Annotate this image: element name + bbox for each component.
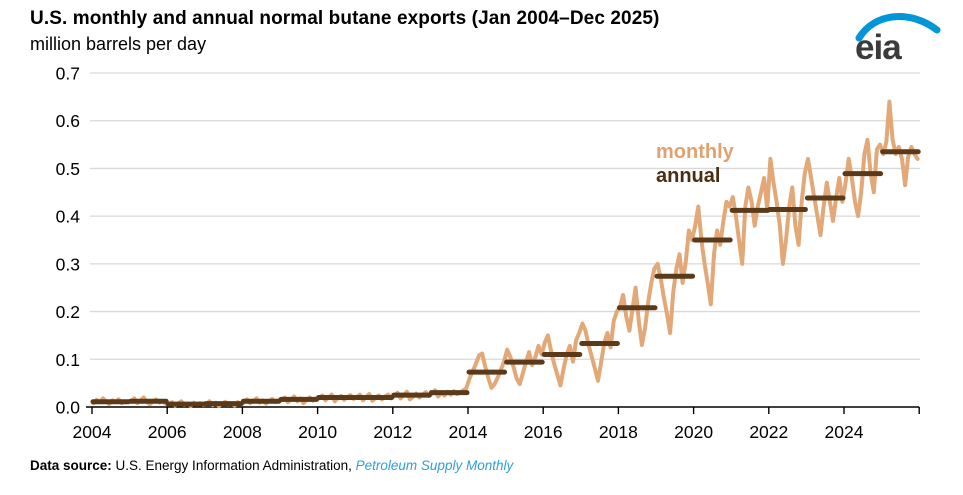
eia-logo: eia [851,8,943,67]
x-tick-label: 2012 [373,422,412,442]
y-axis-units-label: million barrels per day [30,34,207,54]
legend-annual-label: annual [656,165,721,187]
x-tick-label: 2020 [674,422,713,442]
y-tick-label: 0.3 [56,254,80,274]
y-tick-label: 0.0 [56,398,81,418]
legend-monthly-label: monthly [656,141,734,163]
x-tick-label: 2022 [749,422,788,442]
x-tick-label: 2024 [825,422,864,442]
page-title: U.S. monthly and annual normal butane ex… [30,8,660,29]
y-tick-label: 0.5 [56,159,80,179]
y-tick-label: 0.6 [56,111,80,131]
data-source-publication-link[interactable]: Petroleum Supply Monthly [355,458,514,473]
eia-logo-text: eia [855,28,902,64]
eia-logo-graphic: eia [855,13,941,67]
x-tick-label: 2014 [449,422,488,442]
x-tick-label: 2018 [599,422,638,442]
eia-swoosh-icon [855,13,941,42]
y-tick-label: 0.7 [56,64,80,84]
y-tick-label: 0.2 [56,302,80,322]
x-tick-label: 2010 [298,422,337,442]
data-source-org: U.S. Energy Information Administration, [115,458,356,473]
x-tick-label: 2004 [73,422,112,442]
x-tick-label: 2006 [148,422,187,442]
y-tick-label: 0.4 [56,207,81,227]
data-source-note: Data source: U.S. Energy Information Adm… [30,458,513,473]
y-tick-label: 0.1 [56,350,80,370]
x-tick-label: 2008 [223,422,262,442]
data-source-label: Data source: [30,458,116,473]
x-tick-label: 2016 [524,422,563,442]
chart-svg: 0.0 0.1 0.2 0.3 0.4 0.5 0.6 0.7 2004 2006 2008 2010… [56,64,921,442]
